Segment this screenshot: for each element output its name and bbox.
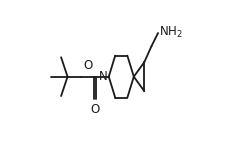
Text: NH$_2$: NH$_2$ [159,25,183,40]
Text: N: N [99,70,108,83]
Text: O: O [90,103,100,116]
Text: O: O [84,59,93,72]
